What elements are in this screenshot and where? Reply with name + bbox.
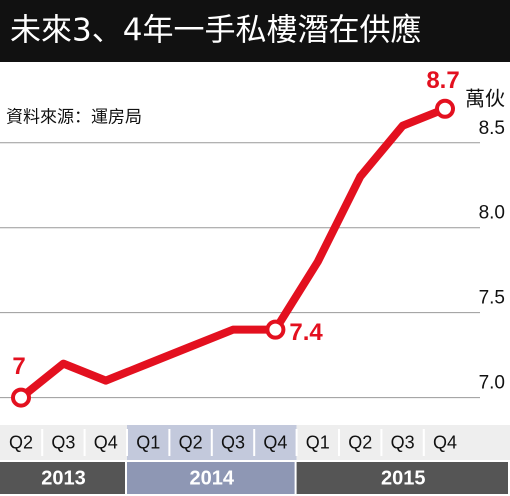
x-tick-label: Q4	[433, 432, 457, 452]
value-label: 7	[12, 353, 25, 380]
x-tick-label: Q4	[263, 432, 287, 452]
x-tick-label: Q1	[136, 432, 160, 452]
x-tick-label: Q3	[51, 432, 75, 452]
year-band	[296, 462, 508, 494]
source: 資料來源：運房局	[6, 108, 142, 128]
year-band	[0, 462, 125, 494]
year-band	[127, 462, 295, 494]
x-tick-label: Q2	[348, 432, 372, 452]
point-marker	[265, 319, 286, 340]
year-label: 2015	[381, 467, 426, 489]
unit-label: 萬伙	[465, 87, 505, 111]
title-bar	[0, 0, 510, 62]
x-tick-label: Q4	[94, 432, 118, 452]
x-tick-label: Q3	[391, 432, 415, 452]
y-tick-label: 8.5	[479, 118, 505, 139]
x-tick-label: Q1	[306, 432, 330, 452]
x-tick-label: Q2	[179, 432, 203, 452]
point-marker	[435, 98, 455, 119]
y-tick-label: 7.5	[479, 288, 505, 309]
year-label: 2013	[41, 467, 86, 489]
quarter-band	[296, 425, 510, 460]
value-label: 7.4	[289, 319, 323, 346]
quarter-band	[0, 425, 127, 460]
value-label: 8.7	[426, 67, 459, 94]
chart-title: 未來3、4年一手私樓潛在供應	[10, 13, 421, 49]
x-tick-label: Q3	[221, 432, 245, 452]
year-label: 2014	[190, 467, 235, 489]
point-marker	[11, 387, 31, 408]
data-line	[18, 105, 447, 401]
x-tick-label: Q2	[9, 432, 33, 452]
y-tick-label: 7.0	[479, 373, 505, 394]
y-tick-label: 8.0	[479, 203, 505, 224]
